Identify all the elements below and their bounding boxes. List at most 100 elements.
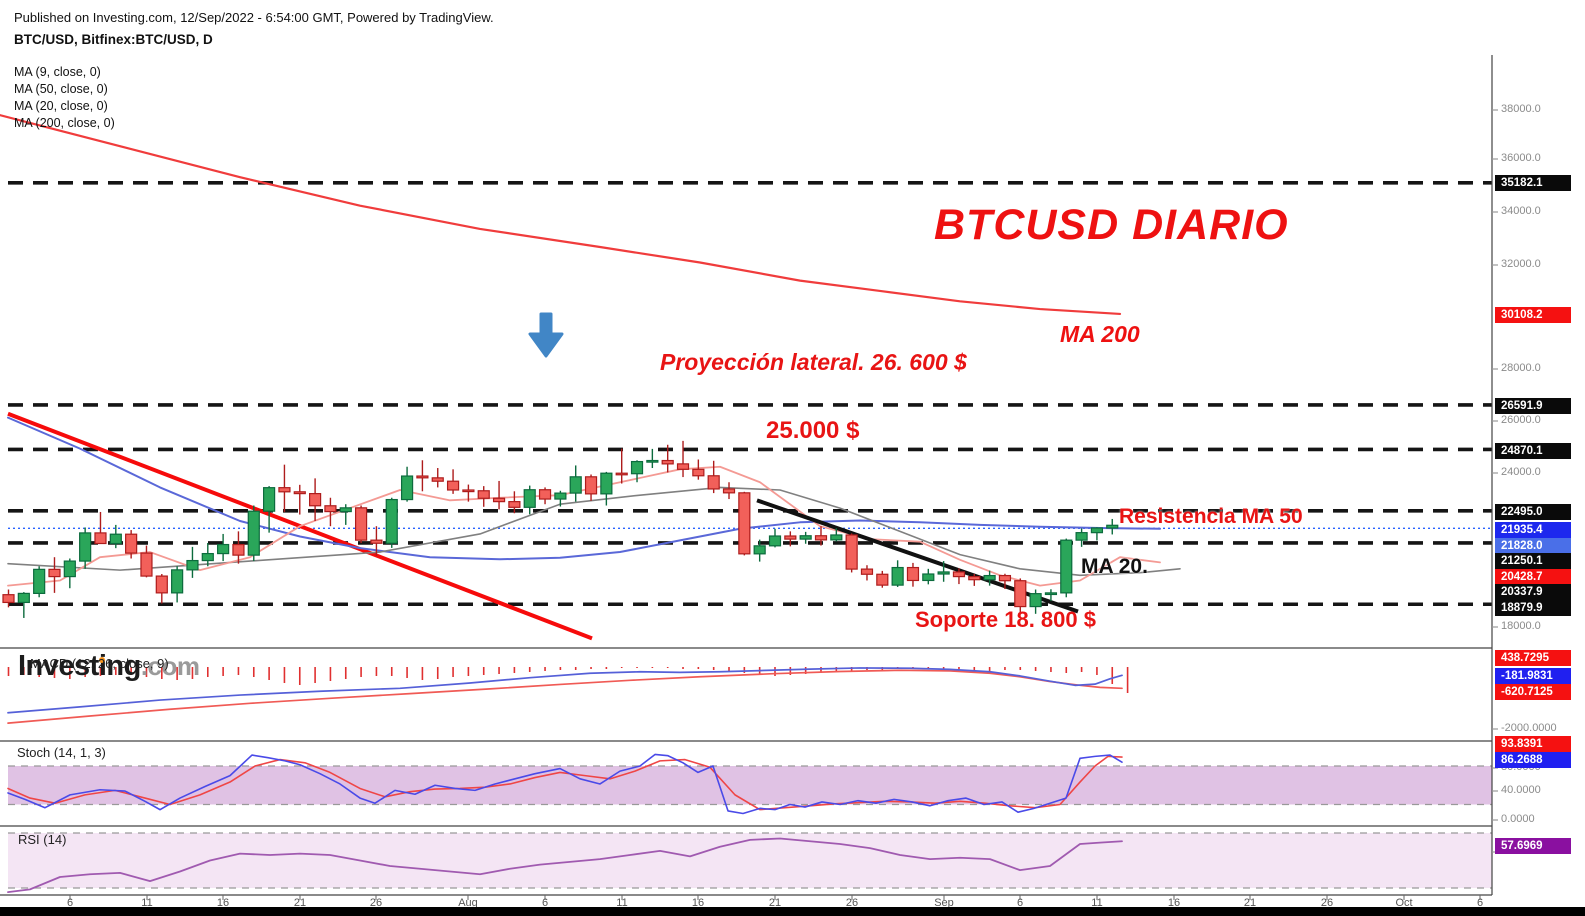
- candle-body: [79, 532, 92, 562]
- price-badge: -620.7125: [1495, 683, 1571, 700]
- candle-body: [247, 510, 260, 556]
- annotation-chart-title: BTCUSD DIARIO: [934, 201, 1289, 249]
- x-axis-label: 26: [845, 897, 859, 909]
- x-axis-label: 21: [1243, 897, 1257, 909]
- x-axis-label: 11: [616, 897, 628, 909]
- candle-body: [400, 475, 414, 501]
- candle-body: [830, 534, 843, 541]
- x-axis-label: 26: [369, 897, 383, 909]
- candle-body: [676, 463, 690, 470]
- candle-body: [753, 545, 766, 555]
- price-badge: 26591.9: [1495, 397, 1571, 414]
- candle-body: [1060, 539, 1073, 594]
- candle-body: [600, 472, 613, 495]
- candle-body: [140, 552, 153, 577]
- candle-body: [293, 491, 306, 495]
- legend-ma9: MA (9, close, 0): [14, 65, 101, 79]
- candle-body: [63, 560, 76, 578]
- candle-body: [33, 568, 46, 594]
- candle-body: [339, 507, 352, 513]
- candle-body: [462, 489, 475, 493]
- candle-body: [692, 468, 705, 477]
- x-axis-label: Sep: [934, 897, 954, 909]
- candle-body: [125, 533, 138, 554]
- candle-body: [17, 592, 30, 604]
- candle-body: [906, 566, 920, 582]
- x-axis-label: 26: [1320, 897, 1334, 909]
- candle-body: [201, 552, 214, 562]
- candle-body: [922, 573, 935, 582]
- candle-body: [48, 568, 61, 578]
- candle-body: [186, 559, 199, 571]
- investing-watermark: Investing.com: [18, 650, 200, 683]
- candle-body: [94, 532, 107, 545]
- candle-body: [354, 507, 368, 541]
- bottom-black-bar: [0, 907, 1585, 916]
- candle-body: [584, 476, 598, 495]
- candle-body: [860, 568, 874, 575]
- y-axis-label: 36000.0: [1501, 152, 1541, 164]
- rsi-band: [8, 833, 1492, 888]
- price-badge: -181.9831: [1495, 667, 1571, 684]
- candle-body: [155, 575, 168, 594]
- candle-body: [998, 574, 1012, 582]
- ma-legend: MA (9, close, 0) MA (50, close, 0) MA (2…: [14, 64, 115, 132]
- stoch-k-line: [7, 753, 1123, 815]
- price-badge: 21250.1: [1495, 552, 1571, 569]
- x-axis-label: 11: [1091, 897, 1103, 909]
- candle-body: [784, 535, 797, 540]
- x-axis-label: 6: [66, 897, 74, 909]
- price-badge: 20337.9: [1495, 583, 1571, 600]
- candle-body: [1090, 527, 1104, 534]
- y-axis-label: 0.0000: [1501, 813, 1535, 825]
- candle-body: [171, 569, 184, 594]
- ma9-line: [7, 465, 1161, 587]
- candle-body: [646, 459, 659, 463]
- candle-body: [232, 543, 245, 556]
- price-badge: 86.2688: [1495, 751, 1571, 768]
- price-badge: 57.6969: [1495, 837, 1571, 854]
- candle-body: [370, 539, 383, 544]
- price-badge: 18879.9: [1495, 599, 1571, 616]
- candle-body: [523, 489, 536, 508]
- price-badge: 21935.4: [1495, 521, 1571, 538]
- candle-body: [814, 535, 828, 541]
- macd-pane-label: MACD (12, 26, close, 9): [30, 656, 169, 671]
- candle-body: [1029, 593, 1042, 608]
- published-line: Published on Investing.com, 12/Sep/2022 …: [14, 10, 494, 25]
- y-axis-label: 40.0000: [1501, 784, 1541, 796]
- candle-body: [385, 498, 398, 544]
- y-axis-label: 32000.0: [1501, 258, 1541, 270]
- candle-body: [431, 477, 444, 482]
- stoch-pane-label: Stoch (14, 1, 3): [17, 745, 106, 760]
- y-axis-label: 38000.0: [1501, 103, 1541, 115]
- candle-body: [768, 535, 782, 547]
- candle-body: [2, 594, 15, 604]
- candle-body: [707, 475, 720, 490]
- legend-ma200: MA (200, close, 0): [14, 116, 115, 130]
- x-axis-label: 6: [541, 897, 549, 909]
- price-badge: 93.8391: [1495, 735, 1571, 752]
- x-axis-label: 16: [691, 897, 705, 909]
- price-badge: 35182.1: [1495, 174, 1571, 191]
- rsi-pane-label: RSI (14): [18, 832, 67, 847]
- annotation-soporte: Soporte 18. 800 $: [915, 607, 1096, 632]
- y-axis-label: 28000.0: [1501, 362, 1541, 374]
- candle-body: [109, 533, 122, 545]
- candle-body: [492, 497, 506, 503]
- candle-body: [891, 566, 904, 586]
- candle-body: [937, 571, 950, 575]
- candle-body: [217, 543, 230, 555]
- annotation-25000: 25.000 $: [766, 417, 860, 444]
- y-axis-label: -2000.0000: [1501, 722, 1557, 734]
- y-axis-label: 18000.0: [1501, 620, 1541, 632]
- candle-body: [968, 575, 981, 581]
- x-axis-label: 21: [768, 897, 782, 909]
- x-axis-label: Oct: [1395, 897, 1413, 909]
- annotation-resistencia: Resistencia MA 50: [1119, 505, 1303, 528]
- candle-body: [538, 489, 552, 500]
- x-axis-label: 16: [216, 897, 230, 909]
- annotation-ma20: MA 20.: [1081, 555, 1148, 578]
